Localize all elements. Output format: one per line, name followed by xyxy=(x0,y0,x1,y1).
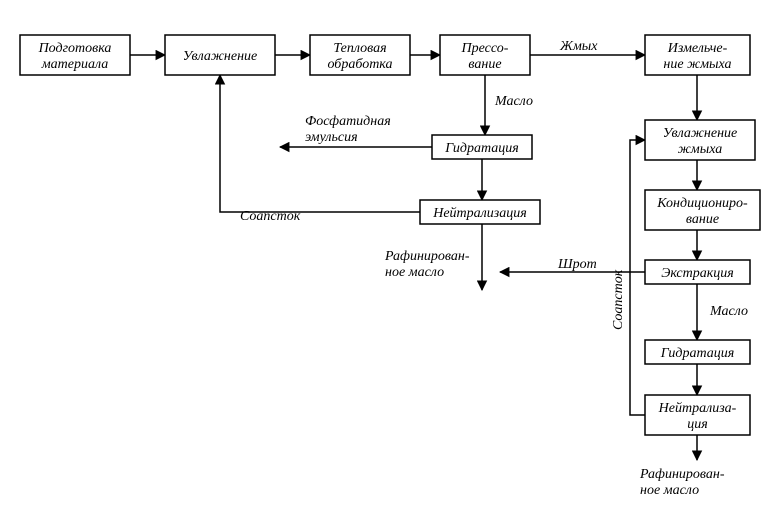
edge-label-neut1-out1-0: Рафинирован- xyxy=(384,249,470,264)
node-press-line1: вание xyxy=(468,57,501,72)
edge-label-neut1-moist: Соапсток xyxy=(240,209,301,224)
node-grind-line0: Измельче- xyxy=(667,41,728,56)
edge-label-neut1-out1-1: ное масло xyxy=(385,265,444,280)
node-heat-line0: Тепловая xyxy=(333,41,386,56)
node-moist2-line1: жмыха xyxy=(678,142,722,157)
node-hydr2-line0: Гидратация xyxy=(660,346,735,361)
edge-label-neut2-out2-1: ное масло xyxy=(640,483,699,498)
edge-label-neut2-out2-0: Рафинирован- xyxy=(639,467,725,482)
edge-label-press-hydr1: Масло xyxy=(494,94,533,109)
node-heat-line1: обработка xyxy=(327,57,392,72)
node-moist-line0: Увлажнение xyxy=(183,49,257,64)
edge-label-press-grind: Жмых xyxy=(559,39,598,54)
flowchart-canvas: Подготовкаматериала Увлажнение Тепловаяобр… xyxy=(0,0,780,511)
node-neut1-line0: Нейтрализация xyxy=(432,206,527,221)
node-prep-line1: материала xyxy=(41,57,109,72)
node-hydr1-line0: Гидратация xyxy=(444,141,519,156)
edge-label-neut2-moist2b: Соапсток xyxy=(611,269,626,330)
node-extr-line0: Экстракция xyxy=(661,266,734,281)
edge-label-extr-hydr2: Масло xyxy=(709,304,748,319)
edge-label-hydr1-emul-0: Фосфатидная xyxy=(305,114,391,129)
node-cond-line0: Кондициониро- xyxy=(656,196,748,211)
edge-label-extr-out1: Шрот xyxy=(557,257,597,272)
node-prep-line0: Подготовка xyxy=(38,41,112,56)
node-moist2-line0: Увлажнение xyxy=(663,126,737,141)
node-neut2-line0: Нейтрализа- xyxy=(658,401,737,416)
node-cond-line1: вание xyxy=(686,212,719,227)
edge-label-hydr1-emul-1: эмульсия xyxy=(305,130,358,145)
node-grind-line1: ние жмыха xyxy=(663,57,731,72)
node-press-line0: Прессо- xyxy=(461,41,509,56)
edge-neut2-moist2b xyxy=(630,140,645,415)
node-neut2-line1: ция xyxy=(687,417,708,432)
